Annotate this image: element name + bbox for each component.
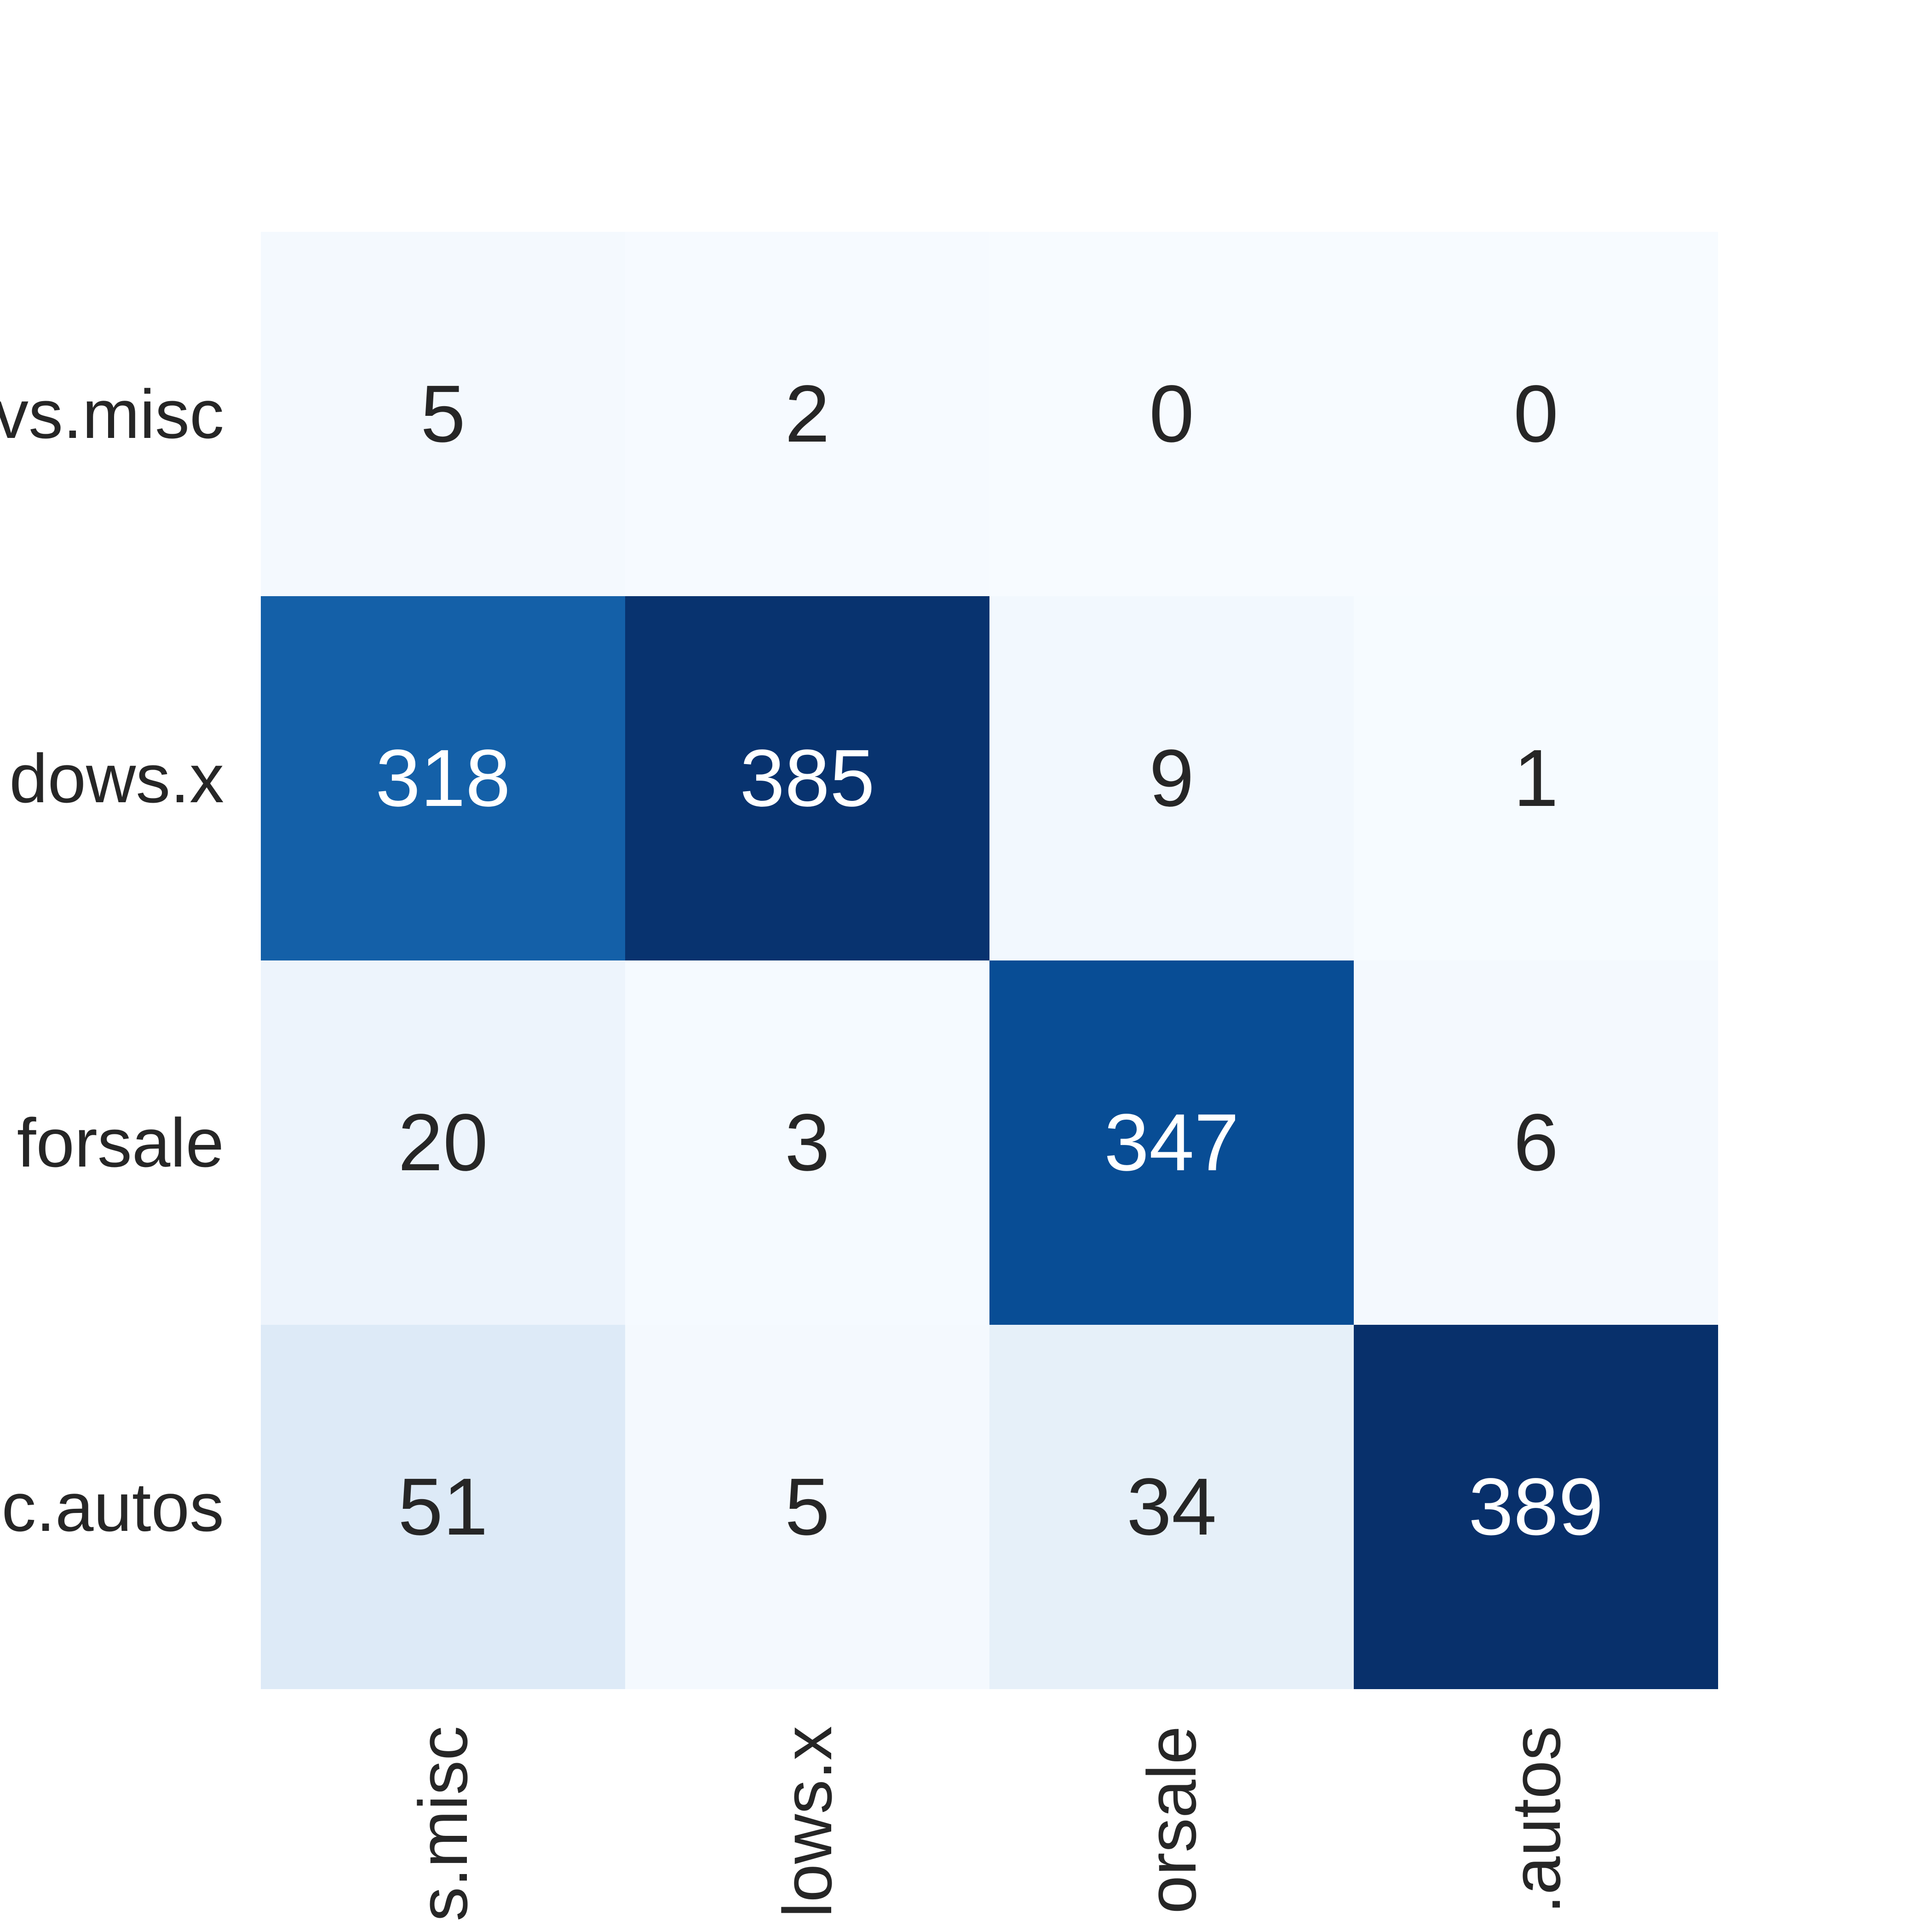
heatmap-cell-r1-c2 (989, 596, 1354, 960)
heatmap-cell-r3-c1 (625, 1325, 989, 1689)
y-tick-label: forsale (17, 1104, 224, 1181)
cell-value-r2-c3: 6 (1513, 1098, 1558, 1188)
cell-value-r0-c3: 0 (1513, 369, 1558, 459)
heatmap-cell-r3-c2 (989, 1325, 1354, 1689)
y-tick-label: dows.x (9, 740, 224, 817)
heatmap-cell-r2-c3 (1354, 960, 1718, 1325)
cell-value-r3-c2: 34 (1127, 1462, 1217, 1552)
cell-value-r2-c0: 20 (398, 1098, 488, 1188)
x-tick-label: orsale (1133, 1726, 1210, 1914)
y-tick-label: vs.misc (0, 375, 224, 453)
heatmap-cell-r0-c2 (989, 232, 1354, 596)
heatmap-cell-r0-c0 (261, 232, 625, 596)
cell-value-r1-c1: 385 (740, 733, 875, 823)
heatmap-cells (261, 232, 1718, 1689)
y-tick-labels: vs.misc dows.x forsale c.autos (0, 375, 224, 1546)
cell-value-r2-c1: 3 (785, 1098, 830, 1188)
cell-value-r1-c0: 318 (375, 733, 511, 823)
x-tick-label: lows.x (769, 1726, 846, 1918)
x-tick-label: .autos (1497, 1726, 1575, 1914)
x-tick-label: s.misc (404, 1726, 482, 1921)
cell-value-r3-c0: 51 (398, 1462, 488, 1552)
y-tick-label: c.autos (1, 1468, 224, 1546)
cell-value-r2-c2: 347 (1104, 1098, 1239, 1188)
cell-value-r1-c2: 9 (1149, 733, 1194, 823)
heatmap-cell-r0-c1 (625, 232, 989, 596)
heatmap-cell-r2-c1 (625, 960, 989, 1325)
cell-value-r0-c2: 0 (1149, 369, 1194, 459)
heatmap-cell-r2-c0 (261, 960, 625, 1325)
heatmap-cell-r1-c3 (1354, 596, 1718, 960)
heatmap-cell-r1-c1 (625, 596, 989, 960)
cell-value-r1-c3: 1 (1513, 733, 1558, 823)
x-tick-labels: s.misc lows.x orsale .autos (404, 1726, 1575, 1921)
cell-value-r3-c1: 5 (785, 1462, 830, 1552)
cell-value-r0-c0: 5 (420, 369, 466, 459)
cell-value-r0-c1: 2 (785, 369, 830, 459)
heatmap-cell-r3-c3 (1354, 1325, 1718, 1689)
heatmap-cell-r0-c3 (1354, 232, 1718, 596)
cell-value-r3-c3: 389 (1468, 1462, 1604, 1552)
heatmap-cell-r2-c2 (989, 960, 1354, 1325)
heatmap-cell-r1-c0 (261, 596, 625, 960)
heatmap-cell-r3-c0 (261, 1325, 625, 1689)
